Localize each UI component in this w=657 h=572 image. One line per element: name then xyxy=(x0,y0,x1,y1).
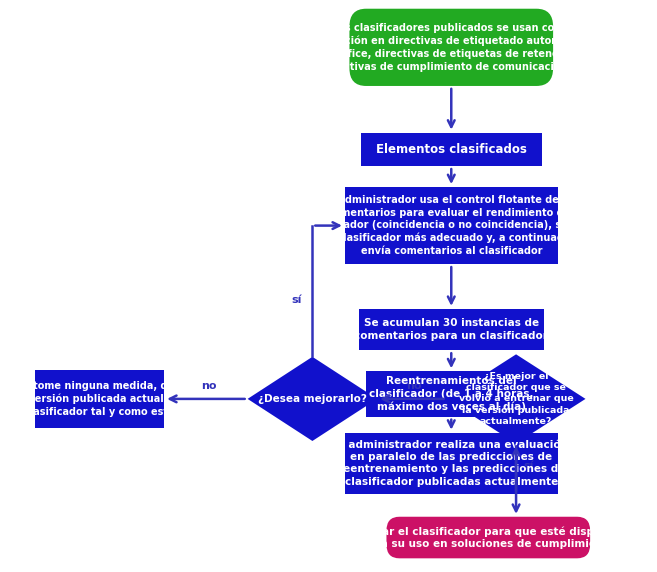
Text: ¿Es mejor el
clasificador que se
volvió a entrenar que
la versión publicada
actu: ¿Es mejor el clasificador que se volvió … xyxy=(459,372,574,426)
Text: Reentrenamientos del
clasificador (de 1 a 4 horas,
máximo dos veces al día): Reentrenamientos del clasificador (de 1 … xyxy=(369,376,533,412)
FancyBboxPatch shape xyxy=(345,187,558,264)
Text: sí: sí xyxy=(291,295,302,305)
Text: no: no xyxy=(407,381,422,391)
Text: ¿Desea mejorarlo?: ¿Desea mejorarlo? xyxy=(258,394,367,404)
Text: Los clasificadores publicados se usan como
condición en directivas de etiquetado: Los clasificadores publicados se usan co… xyxy=(315,23,588,72)
Text: El administrador usa el control flotante de los
comentarios para evaluar el rend: El administrador usa el control flotante… xyxy=(306,196,597,256)
Text: Publicar el clasificador para que esté disponible
para su uso en soluciones de c: Publicar el clasificador para que esté d… xyxy=(346,526,631,549)
FancyBboxPatch shape xyxy=(345,432,558,494)
FancyBboxPatch shape xyxy=(350,9,553,86)
Polygon shape xyxy=(248,357,377,441)
Text: Elementos clasificados: Elementos clasificados xyxy=(376,143,527,156)
Text: no: no xyxy=(201,381,216,391)
Text: Se acumulan 30 instancias de
comentarios para un clasificador: Se acumulan 30 instancias de comentarios… xyxy=(354,319,548,341)
Polygon shape xyxy=(447,354,585,443)
Text: sí: sí xyxy=(524,461,534,471)
FancyBboxPatch shape xyxy=(386,517,590,558)
Text: El administrador realiza una evaluación
en paralelo de las predicciones de
reent: El administrador realiza una evaluación … xyxy=(334,440,568,487)
FancyBboxPatch shape xyxy=(366,371,537,417)
FancyBboxPatch shape xyxy=(361,133,541,166)
Text: No tome ninguna medida, deje
la versión publicada actual del
clasificador tal y : No tome ninguna medida, deje la versión … xyxy=(15,381,184,417)
FancyBboxPatch shape xyxy=(35,370,164,428)
FancyBboxPatch shape xyxy=(359,309,544,351)
